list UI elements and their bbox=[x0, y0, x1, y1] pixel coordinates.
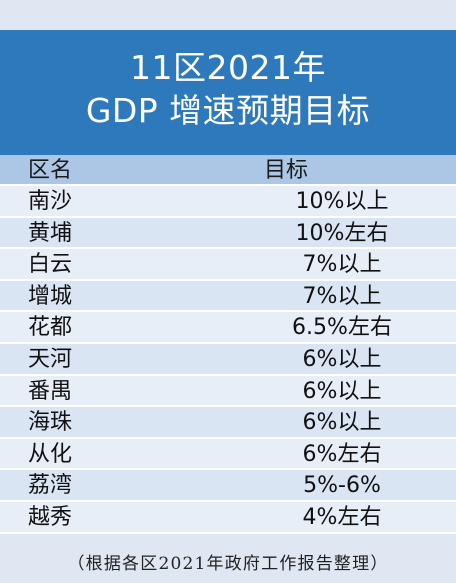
table-row: 番禺 6%以上 bbox=[0, 375, 456, 408]
header-district-name: 区名 bbox=[28, 158, 73, 183]
district-name: 增城 bbox=[28, 283, 73, 309]
district-name: 荔湾 bbox=[28, 473, 73, 499]
growth-target: 6%以上 bbox=[302, 378, 382, 404]
table-row: 从化 6%左右 bbox=[0, 438, 456, 471]
growth-target: 6%以上 bbox=[302, 410, 382, 436]
title-line-2: GDP 增速预期目标 bbox=[85, 91, 371, 130]
table-header: 区名 目标 bbox=[0, 155, 456, 186]
growth-target: 10%以上 bbox=[295, 189, 389, 214]
district-name: 天河 bbox=[28, 346, 73, 372]
table-row: 黄埔 10%左右 bbox=[0, 217, 456, 250]
table-row: 荔湾 5%-6% bbox=[0, 470, 456, 502]
growth-target: 7%以上 bbox=[302, 283, 382, 309]
header-target: 目标 bbox=[264, 158, 309, 183]
table-row: 花都 6.5%左右 bbox=[0, 312, 456, 344]
district-name: 花都 bbox=[28, 315, 73, 341]
table-body: 南沙 10%以上 黄埔 10%左右 白云 7%以上 增城 7%以上 花都 6.5… bbox=[0, 186, 456, 534]
growth-target: 6%以上 bbox=[302, 346, 382, 372]
district-name: 越秀 bbox=[28, 504, 73, 530]
growth-target: 6%左右 bbox=[302, 441, 382, 467]
top-margin bbox=[0, 0, 456, 30]
growth-target: 10%左右 bbox=[295, 220, 389, 246]
district-name: 海珠 bbox=[28, 410, 73, 436]
district-name: 从化 bbox=[28, 441, 73, 467]
district-name: 黄埔 bbox=[28, 220, 73, 246]
table-row: 海珠 6%以上 bbox=[0, 407, 456, 439]
growth-target: 6.5%左右 bbox=[292, 315, 392, 341]
table-row: 南沙 10%以上 bbox=[0, 186, 456, 218]
table-row: 增城 7%以上 bbox=[0, 280, 456, 313]
district-name: 白云 bbox=[28, 252, 73, 278]
growth-target: 5%-6% bbox=[303, 473, 381, 499]
district-name: 南沙 bbox=[28, 189, 73, 214]
table-row: 越秀 4%左右 bbox=[0, 501, 456, 534]
table-row: 白云 7%以上 bbox=[0, 249, 456, 281]
district-name: 番禺 bbox=[28, 378, 73, 404]
growth-target: 4%左右 bbox=[302, 504, 382, 530]
table-row: 天河 6%以上 bbox=[0, 343, 456, 376]
title-banner: 11区2021年 GDP 增速预期目标 bbox=[0, 30, 456, 155]
title-line-1: 11区2021年 bbox=[130, 48, 326, 87]
growth-target: 7%以上 bbox=[302, 252, 382, 278]
source-note: （根据各区2021年政府工作报告整理） bbox=[0, 545, 456, 583]
